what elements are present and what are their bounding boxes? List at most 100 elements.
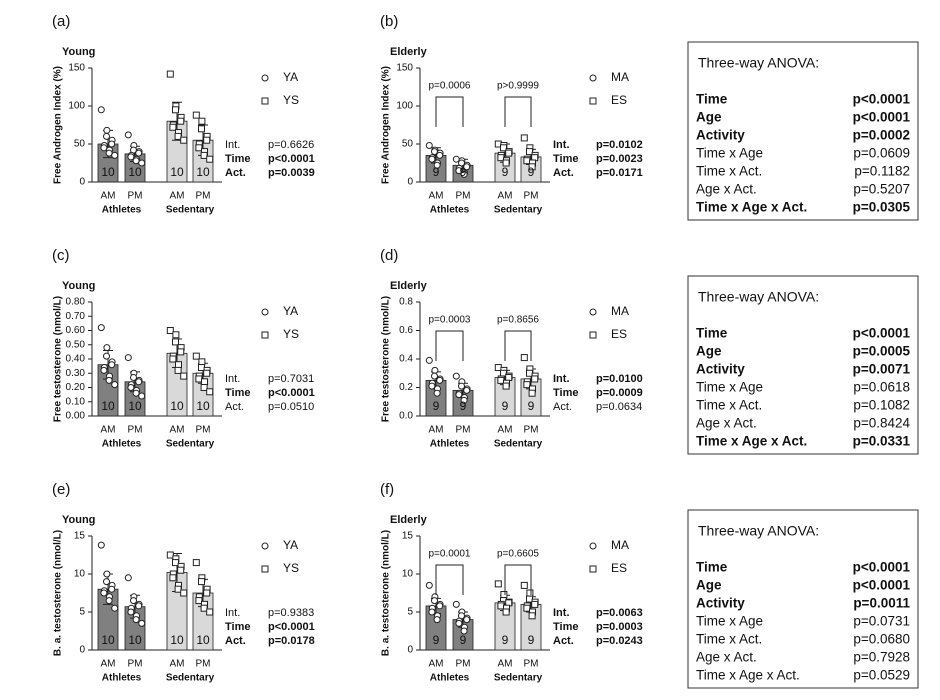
n-label: 10 <box>128 165 142 179</box>
anova-p: p=0.7928 <box>853 650 910 665</box>
y-tick-label: 0.6 <box>399 325 413 336</box>
anova-term: Time x Age <box>696 614 763 629</box>
y-tick-label: 0.0 <box>399 411 413 422</box>
data-point <box>425 356 433 364</box>
anova-title: Three-way ANOVA: <box>698 55 819 71</box>
data-point <box>111 151 119 159</box>
data-point <box>103 344 111 352</box>
data-point <box>132 157 140 165</box>
legend-marker <box>589 542 597 550</box>
data-point <box>97 324 105 332</box>
anova-p: p=0.1182 <box>854 164 910 179</box>
anova-p: p=0.8424 <box>853 416 910 431</box>
group-label: Athletes <box>430 673 470 684</box>
x-tick-label: PM <box>524 425 539 436</box>
data-point <box>431 366 439 374</box>
data-point <box>520 581 528 589</box>
anova-term: Age <box>696 344 722 359</box>
stat-value: p=0.0009 <box>596 387 643 399</box>
stat-label: Int. <box>553 607 570 619</box>
data-point <box>177 566 185 574</box>
comparison-label: p=0.0006 <box>429 81 471 92</box>
data-point <box>455 391 463 399</box>
comparison-label: p=0.0003 <box>429 315 471 326</box>
data-point <box>494 580 502 588</box>
data-point <box>124 131 132 139</box>
legend-marker <box>261 565 269 573</box>
x-tick-label: PM <box>524 191 539 202</box>
data-point <box>428 382 436 390</box>
chart-title: Young <box>62 514 95 526</box>
data-point <box>463 386 471 394</box>
n-label: 10 <box>196 165 210 179</box>
anova-term: Activity <box>696 596 745 611</box>
data-point <box>436 376 444 384</box>
data-point <box>169 123 177 131</box>
anova-p: p=0.0005 <box>853 344 911 359</box>
y-tick-label: 100 <box>68 101 85 112</box>
legend-label: YS <box>283 93 299 107</box>
data-point <box>463 163 471 171</box>
data-point <box>124 574 132 582</box>
y-tick-label: 150 <box>396 63 413 74</box>
comparison-label: p>0.9999 <box>497 81 539 92</box>
data-point <box>528 163 536 171</box>
x-tick-label: PM <box>456 425 471 436</box>
y-axis-label: B. a. testosterone (nmol/L) <box>53 530 64 656</box>
stat-value: p<0.0001 <box>268 621 315 633</box>
y-tick-label: 5 <box>79 607 85 618</box>
x-tick-label: PM <box>128 191 143 202</box>
anova-p: p=0.0680 <box>853 632 910 647</box>
data-point <box>531 600 539 608</box>
data-point <box>452 372 460 380</box>
data-point <box>195 597 203 605</box>
stat-label: Int. <box>225 607 240 619</box>
data-point <box>520 354 528 362</box>
y-tick-label: 0 <box>79 177 85 188</box>
data-point <box>166 327 174 334</box>
legend-label: MA <box>611 70 629 84</box>
data-point <box>180 589 188 597</box>
anova-term: Age <box>696 578 722 593</box>
data-point <box>97 106 105 114</box>
chart-title: Young <box>62 46 95 58</box>
y-tick-label: 0.50 <box>66 339 86 350</box>
data-point <box>502 382 510 390</box>
anova-term: Age <box>696 110 722 125</box>
panel-label: (e) <box>52 481 70 498</box>
group-label: Athletes <box>102 439 142 450</box>
y-tick-label: 0.10 <box>66 396 86 407</box>
y-tick-label: 50 <box>402 139 414 150</box>
data-point <box>198 578 205 586</box>
n-label: 10 <box>101 399 115 413</box>
data-point <box>198 358 206 366</box>
n-label: 9 <box>528 633 535 647</box>
y-tick-label: 0.8 <box>399 297 413 308</box>
data-point <box>198 117 206 125</box>
chart-title: Young <box>62 280 95 292</box>
data-point <box>526 589 534 597</box>
data-point <box>192 559 200 567</box>
y-tick-label: 100 <box>396 101 413 112</box>
anova-box <box>687 275 919 455</box>
n-label: 9 <box>528 165 535 179</box>
data-point <box>105 149 113 157</box>
y-axis-label: Free Androgen Index (%) <box>53 66 64 184</box>
data-point <box>174 366 182 374</box>
comparison-bracket <box>435 96 464 127</box>
anova-p: p=0.0002 <box>853 128 910 143</box>
data-point <box>97 541 105 549</box>
data-point <box>452 600 460 608</box>
data-point <box>132 616 140 624</box>
x-tick-label: AM <box>498 191 513 202</box>
stat-value: p=0.0003 <box>596 621 643 633</box>
y-axis-label: Free testosterone (nmol/L) <box>53 296 64 422</box>
anova-p: p=0.0609 <box>853 146 910 161</box>
n-label: 9 <box>433 165 440 179</box>
data-point <box>103 352 110 360</box>
group-label: Athletes <box>102 673 142 684</box>
data-point <box>433 616 441 624</box>
y-tick-label: 0.2 <box>399 382 413 393</box>
data-point <box>206 155 214 163</box>
legend-marker <box>589 97 597 105</box>
